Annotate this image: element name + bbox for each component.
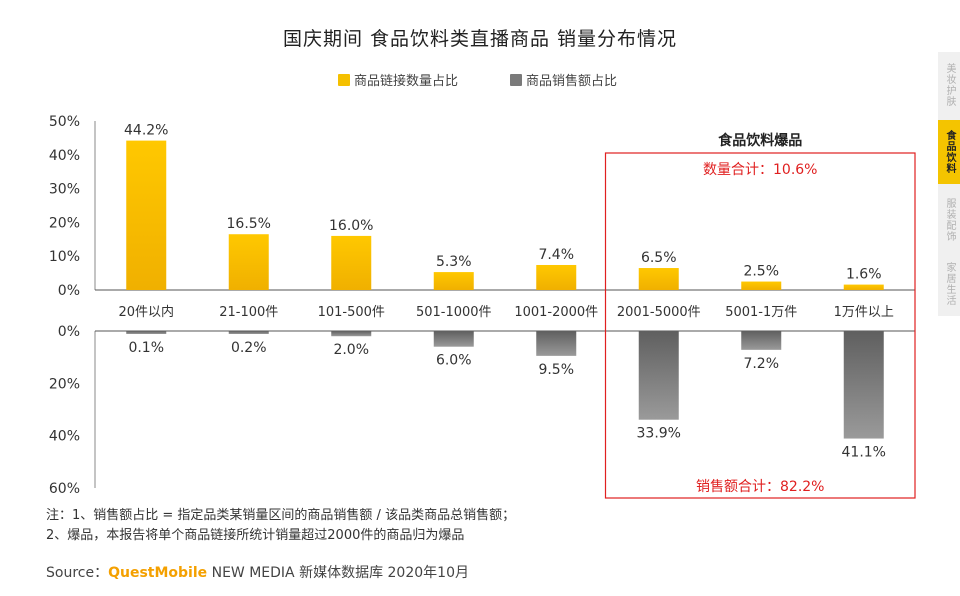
legend: 商品链接数量占比 商品销售额占比	[0, 70, 960, 90]
source-line: Source：QuestMobile NEW MEDIA 新媒体数据库 2020…	[46, 562, 469, 582]
bar-series-a	[126, 140, 167, 290]
bar-series-a	[331, 235, 372, 290]
footnotes: 注：1、销售额占比 = 指定品类某销量区间的商品销售额 / 该品类商品总销售额；…	[46, 506, 515, 546]
y-tick-top: 50%	[49, 114, 80, 130]
y-tick-top: 0%	[58, 283, 80, 299]
bar-series-a	[228, 234, 269, 290]
bar-series-a	[433, 272, 474, 290]
y-tick-bottom: 60%	[49, 481, 80, 497]
bar-series-b	[741, 331, 782, 350]
x-tick-label: 1万件以上	[834, 305, 894, 320]
y-tick-top: 30%	[49, 182, 80, 198]
side-tab-apparel[interactable]: 服装配饰	[944, 198, 955, 242]
legend-label-series-a: 商品链接数量占比	[354, 74, 459, 89]
y-tick-bottom: 20%	[49, 376, 80, 392]
data-label-series-a: 6.5%	[641, 250, 677, 266]
highlight-top-label: 数量合计：10.6%	[703, 162, 817, 178]
highlight-bottom-label: 销售额合计：82.2%	[696, 479, 824, 495]
y-tick-top: 20%	[49, 215, 80, 231]
y-tick-top: 40%	[49, 148, 80, 164]
data-label-series-b: 6.0%	[436, 353, 472, 369]
footnote-1: 注：1、销售额占比 = 指定品类某销量区间的商品销售额 / 该品类商品总销售额；	[46, 508, 516, 523]
bar-series-a	[536, 264, 577, 290]
side-tab-home[interactable]: 家居生活	[944, 262, 955, 306]
footnote-2: 2、爆品，本报告将单个商品链接所统计销量超过2000件的商品归为爆品	[46, 528, 465, 543]
legend-label-series-b: 商品销售额占比	[526, 74, 618, 89]
data-label-series-b: 33.9%	[637, 426, 681, 442]
side-tab-food[interactable]: 食品饮料	[938, 120, 960, 184]
side-tab-beauty[interactable]: 美妆护肤	[944, 63, 955, 107]
highlight-title: 食品饮料爆品	[718, 132, 802, 149]
bar-series-b	[126, 331, 167, 334]
bar-series-a	[638, 268, 679, 290]
x-tick-label: 501-1000件	[416, 305, 492, 320]
data-label-series-a: 7.4%	[538, 247, 574, 263]
source-suffix: NEW MEDIA 新媒体数据库 2020年10月	[207, 565, 469, 581]
data-label-series-b: 41.1%	[842, 445, 886, 461]
data-label-series-b: 0.1%	[128, 340, 164, 356]
source-prefix: Source：	[46, 565, 109, 581]
data-label-series-b: 0.2%	[231, 340, 267, 356]
data-label-series-a: 1.6%	[846, 267, 882, 283]
data-label-series-a: 16.0%	[329, 218, 373, 234]
data-label-series-b: 2.0%	[333, 342, 369, 358]
highlight-box	[604, 152, 916, 499]
bar-series-a	[741, 281, 782, 290]
x-tick-label: 2001-5000件	[617, 305, 701, 320]
x-tick-label: 21-100件	[219, 305, 278, 320]
y-tick-bottom: 40%	[49, 429, 80, 445]
bar-series-b	[843, 331, 884, 439]
x-tick-label: 101-500件	[318, 305, 385, 320]
legend-item-series-a: 商品链接数量占比	[338, 70, 458, 89]
data-label-series-a: 44.2%	[124, 123, 168, 139]
chart-title: 国庆期间 食品饮料类直播商品 销量分布情况	[282, 28, 678, 50]
x-tick-label: 5001-1万件	[725, 305, 797, 320]
bar-series-b	[433, 331, 474, 347]
data-label-series-a: 2.5%	[743, 264, 779, 280]
x-tick-label: 1001-2000件	[514, 305, 598, 320]
source-brand: QuestMobile	[108, 565, 208, 581]
data-label-series-b: 7.2%	[743, 356, 779, 372]
bar-series-b	[638, 331, 679, 420]
x-tick-label: 20件以内	[118, 304, 174, 320]
data-label-series-a: 16.5%	[227, 216, 271, 232]
bar-series-b	[331, 331, 372, 337]
bar-series-b	[228, 331, 269, 334]
bar-series-b	[536, 331, 577, 356]
legend-swatch-series-a	[338, 73, 350, 86]
data-label-series-a: 5.3%	[436, 254, 472, 270]
bar-series-a	[843, 284, 884, 290]
legend-item-series-b: 商品销售额占比	[510, 70, 617, 89]
y-tick-top: 10%	[49, 249, 80, 265]
legend-swatch-series-b	[510, 73, 522, 86]
data-label-series-b: 9.5%	[538, 362, 574, 378]
category-side-tabs: 美妆护肤 食品饮料 服装配饰 家居生活	[938, 52, 960, 316]
y-tick-bottom: 0%	[58, 324, 80, 340]
